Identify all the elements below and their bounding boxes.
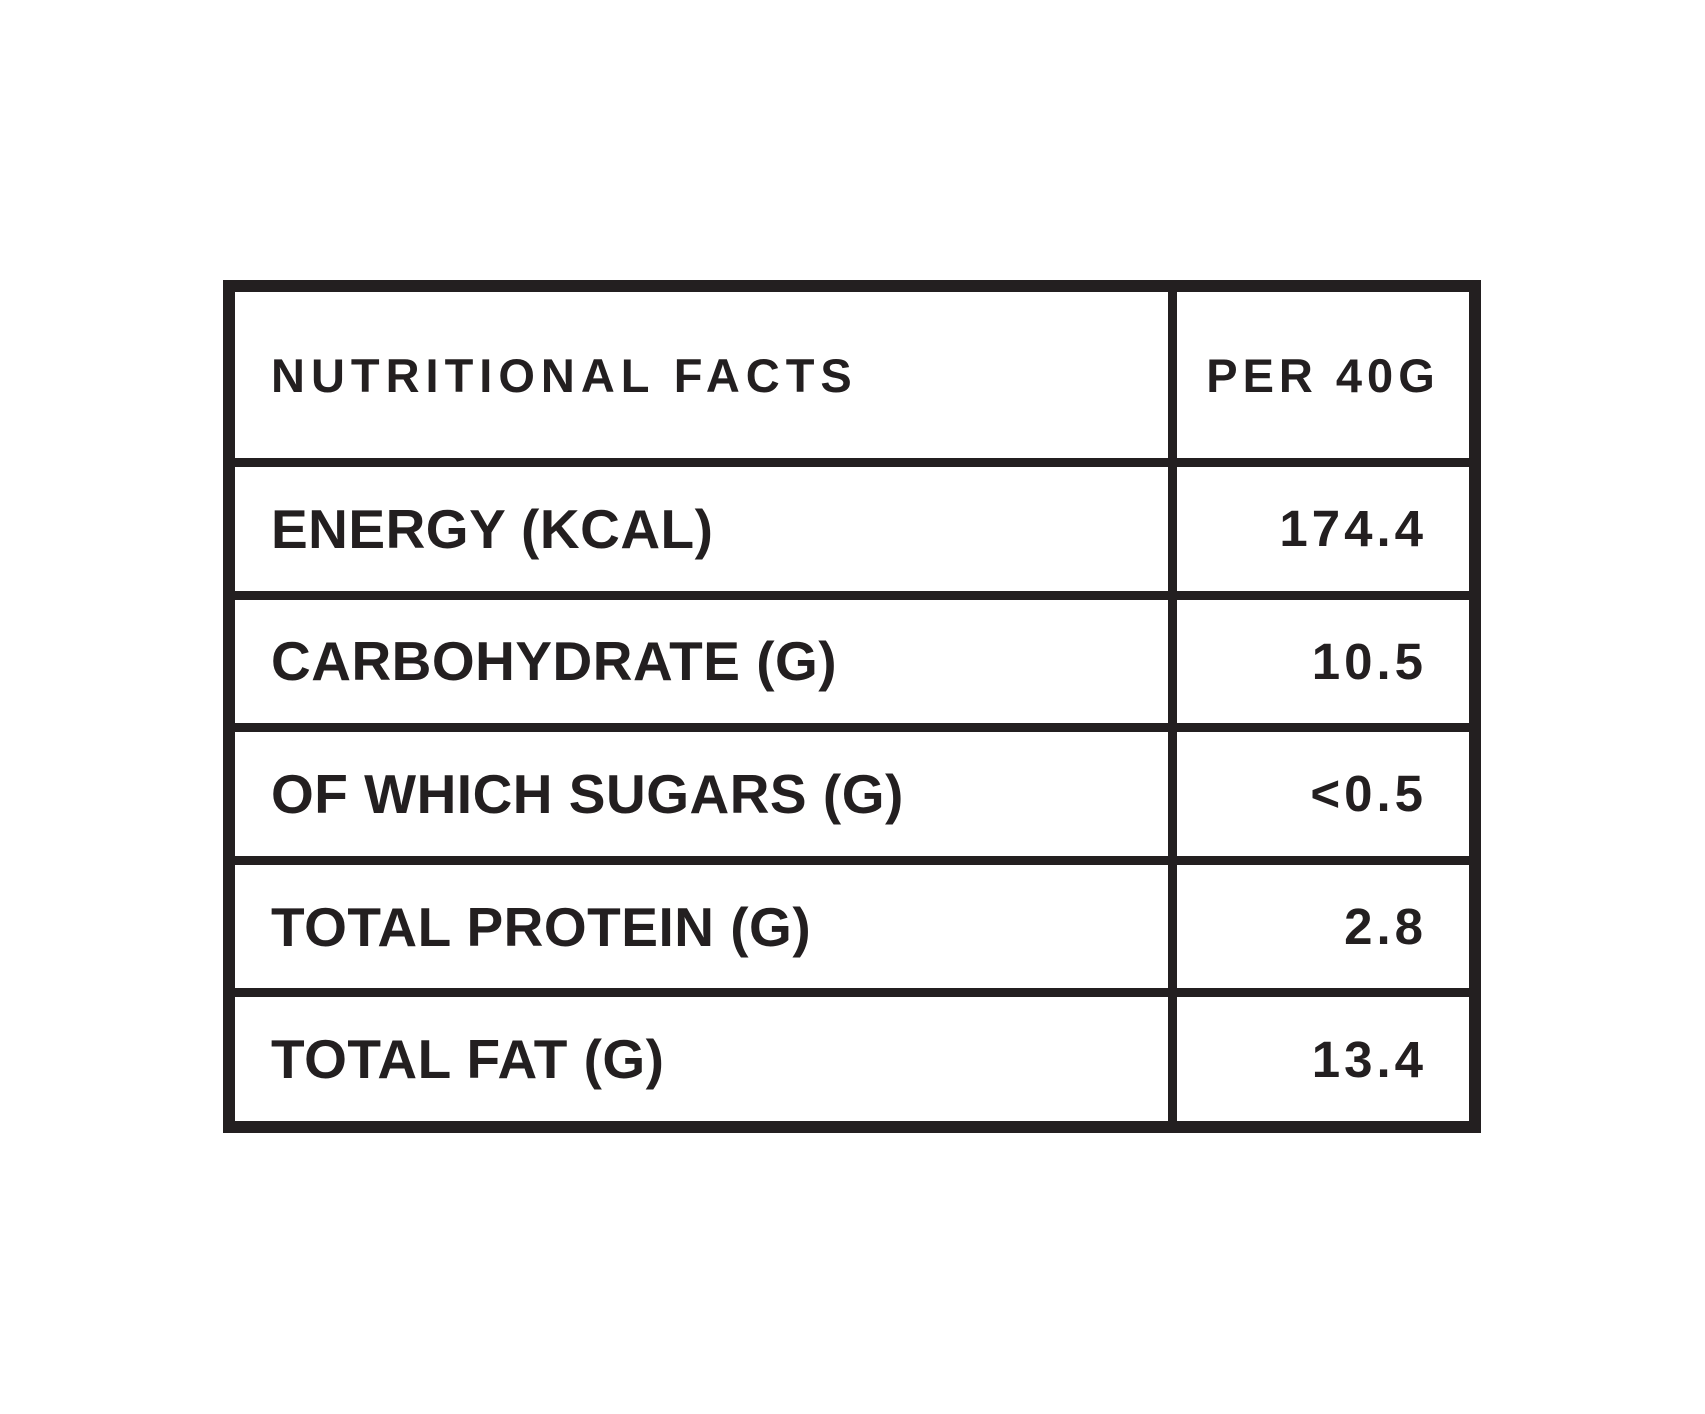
row-protein-label: TOTAL PROTEIN (G) [271,895,812,958]
nutrition-facts-table: NUTRITIONAL FACTS PER 40G ENERGY (KCAL) … [223,280,1481,1133]
row-protein: TOTAL PROTEIN (G) 2.8 [235,855,1469,989]
header-serving-size: PER 40G [1168,292,1469,458]
row-sugars: OF WHICH SUGARS (G) <0.5 [235,723,1469,856]
row-carbohydrate-value: 10.5 [1168,599,1469,724]
row-carbohydrate: CARBOHYDRATE (G) 10.5 [235,590,1469,724]
row-energy-value: 174.4 [1168,467,1469,591]
row-sugars-value: <0.5 [1168,732,1469,856]
row-fat-value: 13.4 [1168,997,1469,1121]
header-title: NUTRITIONAL FACTS [271,348,858,402]
row-fat: TOTAL FAT (G) 13.4 [235,988,1469,1121]
row-energy-label: ENERGY (KCAL) [271,497,714,560]
row-sugars-label: OF WHICH SUGARS (G) [271,762,904,825]
row-fat-label: TOTAL FAT (G) [271,1028,665,1091]
row-energy: ENERGY (KCAL) 174.4 [235,458,1469,591]
row-carbohydrate-label: CARBOHYDRATE (G) [271,630,838,693]
header-row: NUTRITIONAL FACTS PER 40G [235,292,1469,458]
row-protein-value: 2.8 [1168,864,1469,989]
